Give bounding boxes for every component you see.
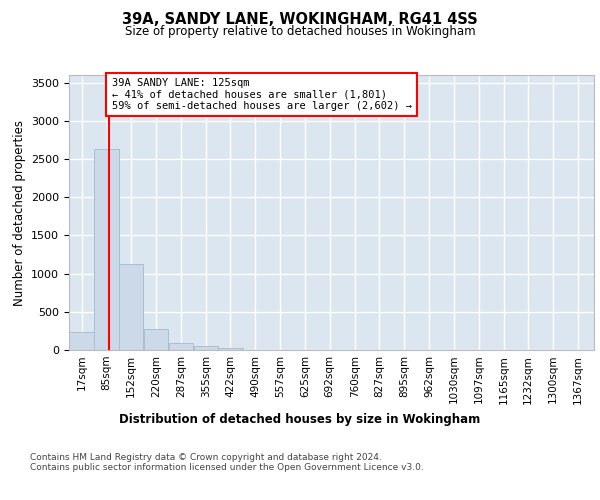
Bar (144, 330, 168, 350)
Bar (218, 348, 242, 350)
Text: Contains public sector information licensed under the Open Government Licence v3: Contains public sector information licen… (30, 464, 424, 472)
Y-axis label: Number of detached properties: Number of detached properties (13, 120, 26, 306)
Text: Contains HM Land Registry data © Crown copyright and database right 2024.: Contains HM Land Registry data © Crown c… (30, 454, 382, 462)
Bar (94, 149, 119, 350)
Bar (169, 343, 193, 350)
Text: Distribution of detached houses by size in Wokingham: Distribution of detached houses by size … (119, 412, 481, 426)
Bar (119, 264, 143, 350)
Text: 39A SANDY LANE: 125sqm
← 41% of detached houses are smaller (1,801)
59% of semi-: 39A SANDY LANE: 125sqm ← 41% of detached… (112, 78, 412, 112)
Bar (70, 332, 94, 350)
Bar (194, 346, 218, 350)
Text: Size of property relative to detached houses in Wokingham: Size of property relative to detached ho… (125, 25, 475, 38)
Text: 39A, SANDY LANE, WOKINGHAM, RG41 4SS: 39A, SANDY LANE, WOKINGHAM, RG41 4SS (122, 12, 478, 28)
